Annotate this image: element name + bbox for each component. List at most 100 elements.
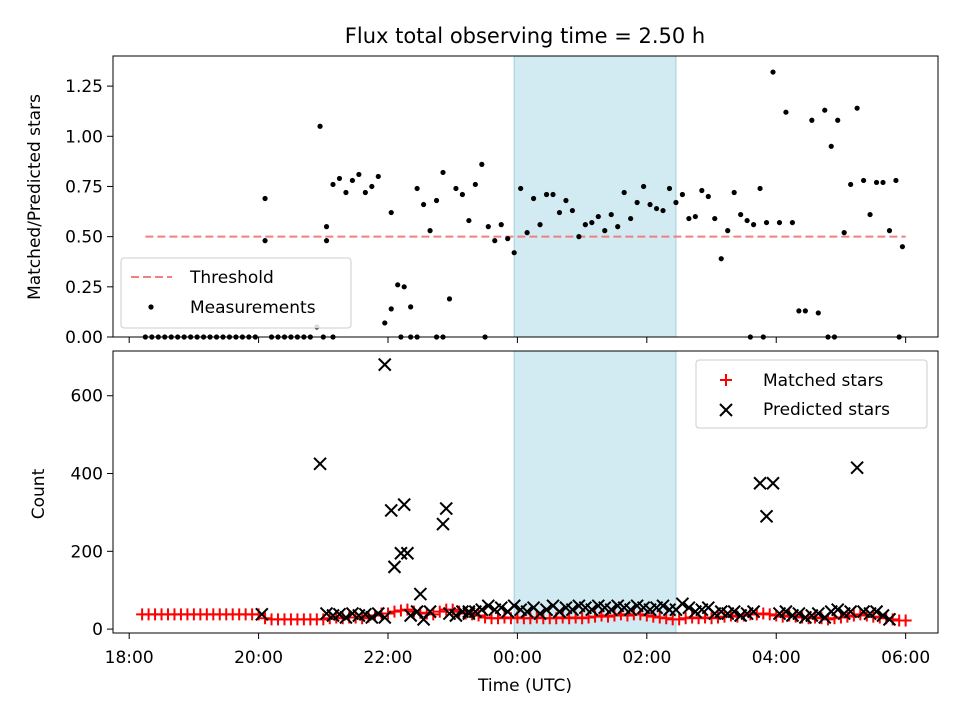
ratio-plot-frame <box>112 55 939 338</box>
predicted-star-point <box>766 476 780 490</box>
measurement-point <box>563 197 569 204</box>
measurement-point <box>518 185 524 192</box>
measurement-point <box>886 228 893 234</box>
legend-matched-label: Matched stars <box>763 371 883 391</box>
measurement-point <box>595 213 601 220</box>
measurement-point <box>744 217 750 224</box>
measurement-point <box>446 296 453 302</box>
predicted-star-point <box>397 497 411 512</box>
measurement-point <box>388 306 394 312</box>
measurement-point <box>679 191 686 198</box>
measurement-point <box>660 207 666 214</box>
measurement-point <box>395 282 401 288</box>
measurement-point <box>362 189 368 196</box>
measurement-point <box>343 189 349 196</box>
predicted-star-point <box>565 602 580 617</box>
predicted-star-point <box>507 599 521 613</box>
predicted-star-point <box>843 604 858 619</box>
measurement-point <box>783 109 789 115</box>
measurement-point <box>485 224 491 230</box>
predicted-star-point <box>533 606 547 621</box>
predicted-star-point <box>520 604 534 619</box>
chart-title: Flux total observing time = 2.50 h <box>345 24 705 48</box>
measurement-point <box>330 181 336 188</box>
measurement-point <box>640 183 647 190</box>
measurement-point <box>802 308 808 314</box>
predicted-star-point <box>552 604 567 619</box>
measurement-point <box>543 191 550 198</box>
measurement-point <box>848 181 854 188</box>
measurement-point <box>492 238 498 244</box>
ratio-y-tick-label: 1.25 <box>65 77 103 97</box>
predicted-star-point <box>358 607 373 622</box>
legend-threshold-label: Threshold <box>189 268 274 288</box>
matched-star-point <box>673 613 686 626</box>
predicted-star-point <box>365 610 379 625</box>
measurement-point <box>634 199 640 206</box>
measurement-point <box>673 199 679 206</box>
x-tick-label: 04:00 <box>752 648 801 668</box>
predicted-star-point <box>662 602 677 617</box>
ratio-y-tick-label: 0.00 <box>65 328 103 348</box>
measurement-point <box>731 189 737 196</box>
measurement-point <box>369 183 375 190</box>
x-tick-label: 22:00 <box>364 648 413 668</box>
predicted-star-point <box>332 607 347 622</box>
predicted-star-point <box>869 604 884 619</box>
predicted-star-point <box>313 457 327 471</box>
measurement-point <box>809 117 815 123</box>
predicted-star-point <box>779 604 793 619</box>
predicted-star-point <box>413 587 428 601</box>
predicted-star-point <box>378 610 392 625</box>
ratio-y-tick-label: 0.50 <box>65 228 103 248</box>
legend-measurements-swatch <box>148 304 154 310</box>
x-tick-label: 18:00 <box>105 648 154 668</box>
x-axis-label: Time (UTC) <box>477 676 572 696</box>
predicted-star-point <box>436 517 450 531</box>
predicted-star-point <box>585 602 599 617</box>
measurement-point <box>712 215 718 222</box>
measurement-point <box>750 222 757 228</box>
predicted-star-point <box>339 610 353 625</box>
measurement-point <box>738 211 744 218</box>
legend-matched-swatch <box>720 374 732 386</box>
measurement-point <box>867 211 873 218</box>
predicted-star-point <box>876 608 890 623</box>
measurement-point <box>382 320 388 326</box>
measurement-point <box>666 185 673 192</box>
predicted-star-point <box>759 509 774 524</box>
predicted-star-point <box>682 601 696 615</box>
measurement-point <box>653 205 660 212</box>
measurement-point <box>789 219 796 226</box>
predicted-star-point <box>656 599 670 613</box>
measurement-point <box>317 123 323 129</box>
predicted-star-point <box>675 597 690 611</box>
predicted-star-point <box>423 604 437 619</box>
measurement-point <box>822 107 828 113</box>
measurement-point <box>602 228 608 234</box>
x-tick-label: 20:00 <box>234 648 283 668</box>
count-legend: Matched stars Predicted stars <box>695 359 928 429</box>
measurement-point <box>524 230 530 236</box>
measurement-point <box>479 161 485 167</box>
predicted-star-point <box>255 607 269 622</box>
ratio-y-tick-label: 0.75 <box>65 177 103 197</box>
ratio-legend: Threshold Measurements <box>120 257 352 329</box>
measurement-point <box>893 177 899 184</box>
predicted-star-point <box>539 602 554 617</box>
measurement-point <box>401 284 407 290</box>
measurement-point <box>815 310 821 316</box>
count-shaded-band <box>513 350 677 634</box>
measurement-point <box>589 219 595 226</box>
matched-star-point <box>899 614 912 627</box>
measurement-point <box>550 191 556 198</box>
measurement-point <box>388 209 394 216</box>
count-panel: 0 200 400 600 18:00 20:00 22:00 00:00 02:00 04:0… <box>29 350 939 696</box>
ratio-y-tick-label: 1.00 <box>65 127 103 147</box>
measurement-point <box>408 304 414 310</box>
measurement-point <box>621 189 627 196</box>
ratio-shaded-band <box>513 55 677 338</box>
predicted-star-point <box>850 460 864 475</box>
measurement-point <box>433 197 440 204</box>
